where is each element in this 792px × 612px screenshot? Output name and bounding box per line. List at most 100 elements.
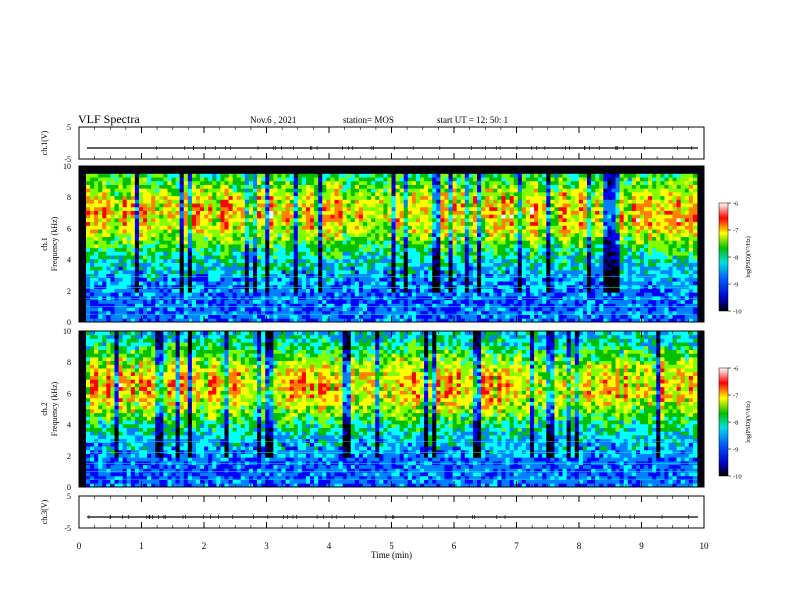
spectrogram-cell [403,266,409,271]
spectrogram-cell [501,303,506,308]
spectrogram-cell [562,262,568,267]
spectrogram-cell [159,218,164,223]
spectrogram-cell [542,314,547,319]
spectrogram-cell [183,195,189,200]
spectrogram-cell [513,188,519,193]
spectrogram-cell [281,180,286,185]
spectrogram-cell [244,310,250,315]
spectrogram-cell [415,303,421,308]
spectrogram-cell [542,166,547,171]
spectrogram-cell [261,266,266,271]
spectrogram-cell [130,270,136,275]
spectrogram-cell [175,247,181,252]
spectrogram-cell [493,288,498,293]
spectrogram-cell [208,188,213,193]
spectrogram-cell [200,166,205,171]
spectrogram-cell [371,270,376,275]
spectrogram-cell [460,195,466,200]
spectrogram-cell [342,225,348,230]
spectrogram-cell [489,288,494,293]
spectrogram-cell [493,199,498,204]
spectrogram-cell [155,210,160,215]
spectrogram-cell [456,288,462,293]
spectrogram-cell [525,299,531,304]
spectrogram-cell [346,277,352,282]
spectrogram-cell [232,277,238,282]
spectrogram-cell [244,244,250,249]
spectrogram-cell [517,166,523,171]
spectrogram-cell [273,318,278,323]
spectrogram-cell [383,314,388,319]
spectrogram-cell [269,214,274,219]
spectrogram-cell [118,214,124,219]
spectrogram-cell [493,166,498,171]
spectrogram-cell [436,270,441,275]
spectrogram-cell [379,229,384,234]
spectrogram-cell [204,258,209,263]
spectrogram-cell [407,258,413,263]
spectrogram-cell [550,192,555,197]
spectrogram-cell [281,255,286,260]
spectrogram-cell [187,199,193,204]
spectrogram-cell [228,255,234,260]
spectrogram-cell [301,173,307,178]
spectrogram-cell [248,303,254,308]
spectrogram-cell [90,169,95,174]
spectrogram-cell [236,284,242,289]
spectrogram-cell [314,188,319,193]
spectrogram-cell [232,218,238,223]
spectrogram-cell [318,318,323,323]
spectrogram-cell [171,210,177,215]
spectrogram-cell [114,299,119,304]
spectrogram-cell [167,240,172,245]
spectrogram-cell [110,251,115,256]
spectrogram-cell [415,281,421,286]
spectrogram-cell [98,307,103,312]
spectrogram-cell [354,284,360,289]
spectrogram-cell [362,192,368,197]
spectrogram-cell [138,206,144,211]
spectrogram-cell [448,218,453,223]
spectrogram-cell [399,318,405,323]
spectrogram-cell [371,166,376,171]
spectrogram-cell [468,258,474,263]
spectrogram-cell [371,281,376,286]
spectrogram-cell [383,288,388,293]
spectrogram-cell [143,192,148,197]
spectrogram-cell [208,195,213,200]
spectrogram-cell [216,240,221,245]
spectrogram-cell [297,277,303,282]
spectrogram-cell [362,195,368,200]
spectrogram-cell [183,314,189,319]
spectrogram-cell [338,218,344,223]
spectrogram-cell [195,214,201,219]
spectrogram-cell [232,281,238,286]
spectrogram-cell [354,188,360,193]
spectrogram-cell [493,277,498,282]
spectrogram-cell [428,199,433,204]
spectrogram-cell [538,229,543,234]
spectrogram-cell [375,258,380,263]
spectrogram-cell [195,281,201,286]
spectrogram-cell [171,199,177,204]
spectrogram-cell [558,318,563,323]
spectrogram-cell [371,221,376,226]
spectrogram-cell [285,303,291,308]
spectrogram-cell [269,307,274,312]
spectrogram-cell [550,318,555,323]
spectrogram-cell [452,310,458,315]
spectrogram-cell [464,218,470,223]
spectrogram-cell [114,177,119,182]
spectrogram-cell [261,258,266,263]
spectrogram-cell [212,262,217,267]
spectrogram-cell [204,192,209,197]
spectrogram-cell [566,244,572,249]
spectrogram-cell [244,288,250,293]
spectrogram-cell [481,303,486,308]
spectrogram-cell [505,166,511,171]
spectrogram-cell [253,262,258,267]
spectrogram-cell [513,180,519,185]
spectrogram-cell [175,206,181,211]
spectrogram-cell [240,281,246,286]
spectrogram-cell [477,188,482,193]
